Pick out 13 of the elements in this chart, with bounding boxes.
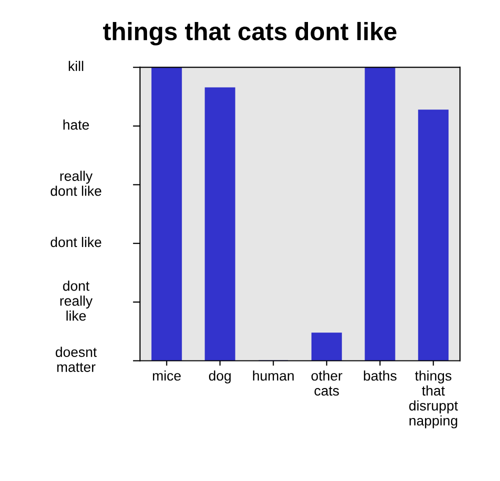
text: dont like <box>50 236 102 248</box>
x-tick-label: mice <box>152 370 181 381</box>
x-tick-label: human <box>253 370 294 381</box>
text: dont really like <box>60 280 93 321</box>
x-tick-label: things that disruppt napping <box>409 370 458 428</box>
x-tick-label: other cats <box>311 370 342 396</box>
text: really dont like <box>50 170 102 196</box>
x-tick-label: dog <box>209 370 231 384</box>
text: kill <box>68 60 84 71</box>
text: hate <box>63 120 89 130</box>
text: doesnt matter <box>56 346 97 372</box>
x-tick-label: baths <box>364 370 396 381</box>
chart-title: things that cats dont like <box>103 22 396 46</box>
